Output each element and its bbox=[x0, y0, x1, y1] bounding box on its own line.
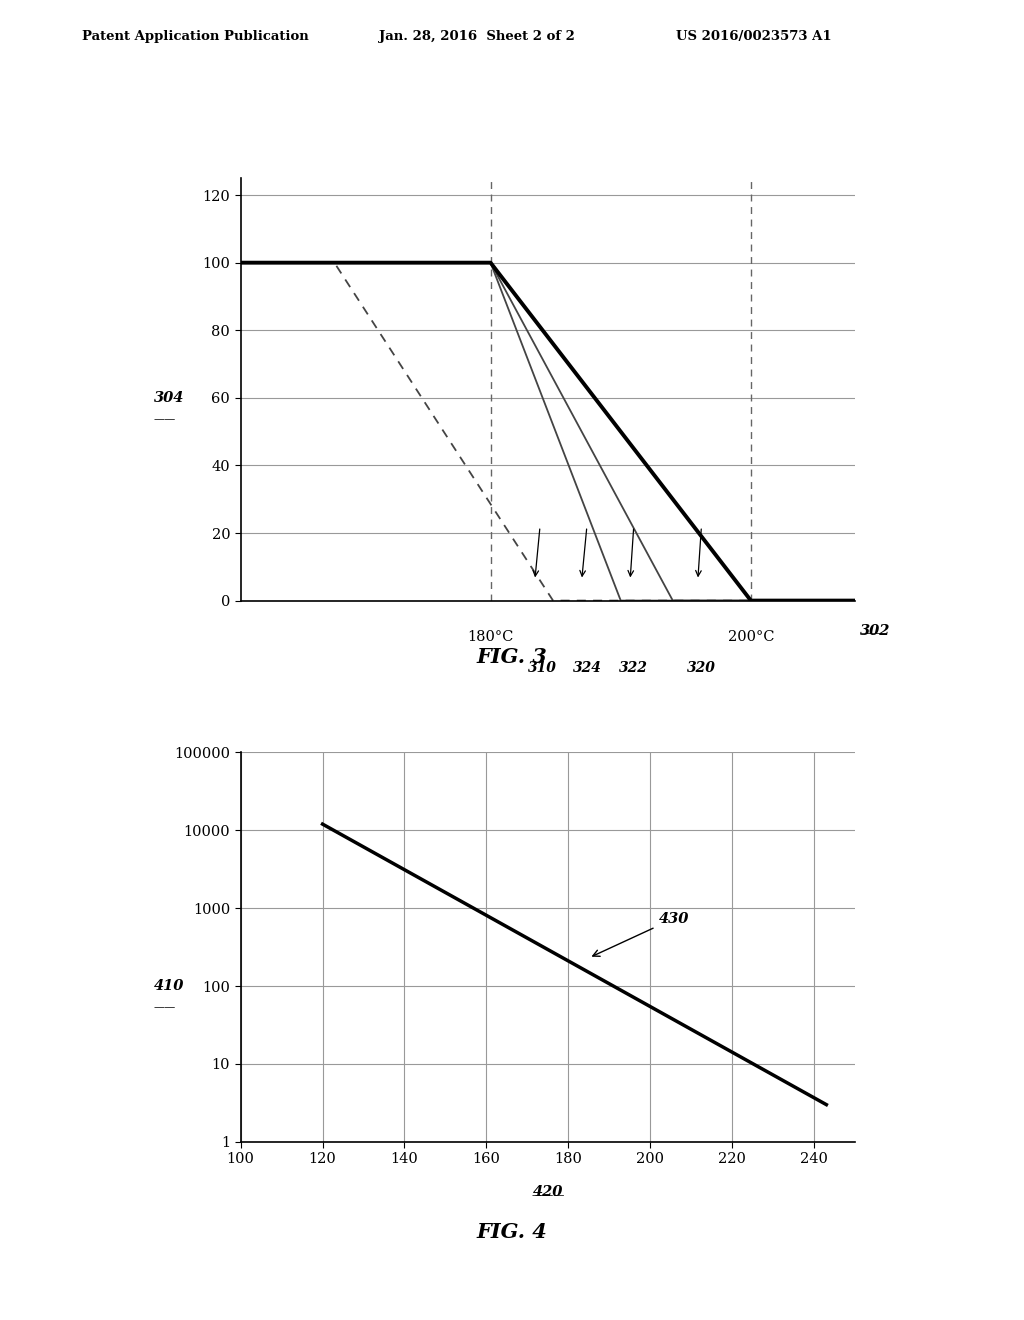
Text: 410: 410 bbox=[154, 979, 184, 993]
Text: 324: 324 bbox=[572, 661, 601, 676]
Text: 200°C: 200°C bbox=[728, 630, 774, 644]
Text: 302: 302 bbox=[860, 624, 891, 639]
Text: 322: 322 bbox=[620, 661, 648, 676]
Text: 320: 320 bbox=[687, 661, 716, 676]
Text: 310: 310 bbox=[528, 661, 557, 676]
Text: Patent Application Publication: Patent Application Publication bbox=[82, 30, 308, 44]
Text: FIG. 3: FIG. 3 bbox=[476, 647, 548, 667]
Text: 180°C: 180°C bbox=[467, 630, 514, 644]
Text: ——: —— bbox=[154, 1002, 176, 1012]
Text: FIG. 4: FIG. 4 bbox=[476, 1222, 548, 1242]
Text: 430: 430 bbox=[593, 912, 689, 956]
Text: ——: —— bbox=[860, 628, 883, 639]
Text: US 2016/0023573 A1: US 2016/0023573 A1 bbox=[676, 30, 831, 44]
Text: ——: —— bbox=[154, 413, 176, 424]
Text: 420: 420 bbox=[532, 1185, 563, 1200]
Text: Jan. 28, 2016  Sheet 2 of 2: Jan. 28, 2016 Sheet 2 of 2 bbox=[379, 30, 574, 44]
Text: ———: ——— bbox=[531, 1191, 564, 1201]
Text: 304: 304 bbox=[154, 391, 184, 405]
